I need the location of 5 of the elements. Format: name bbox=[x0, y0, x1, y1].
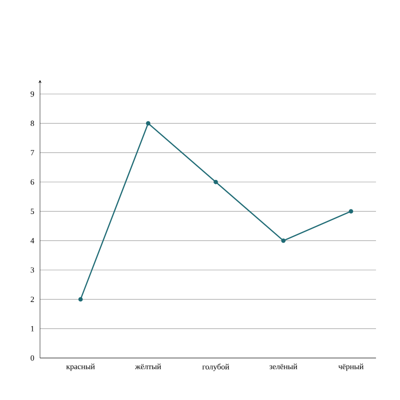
point bbox=[78, 297, 83, 302]
point bbox=[281, 238, 286, 243]
point bbox=[146, 121, 150, 126]
point bbox=[348, 209, 354, 214]
point bbox=[214, 180, 218, 184]
